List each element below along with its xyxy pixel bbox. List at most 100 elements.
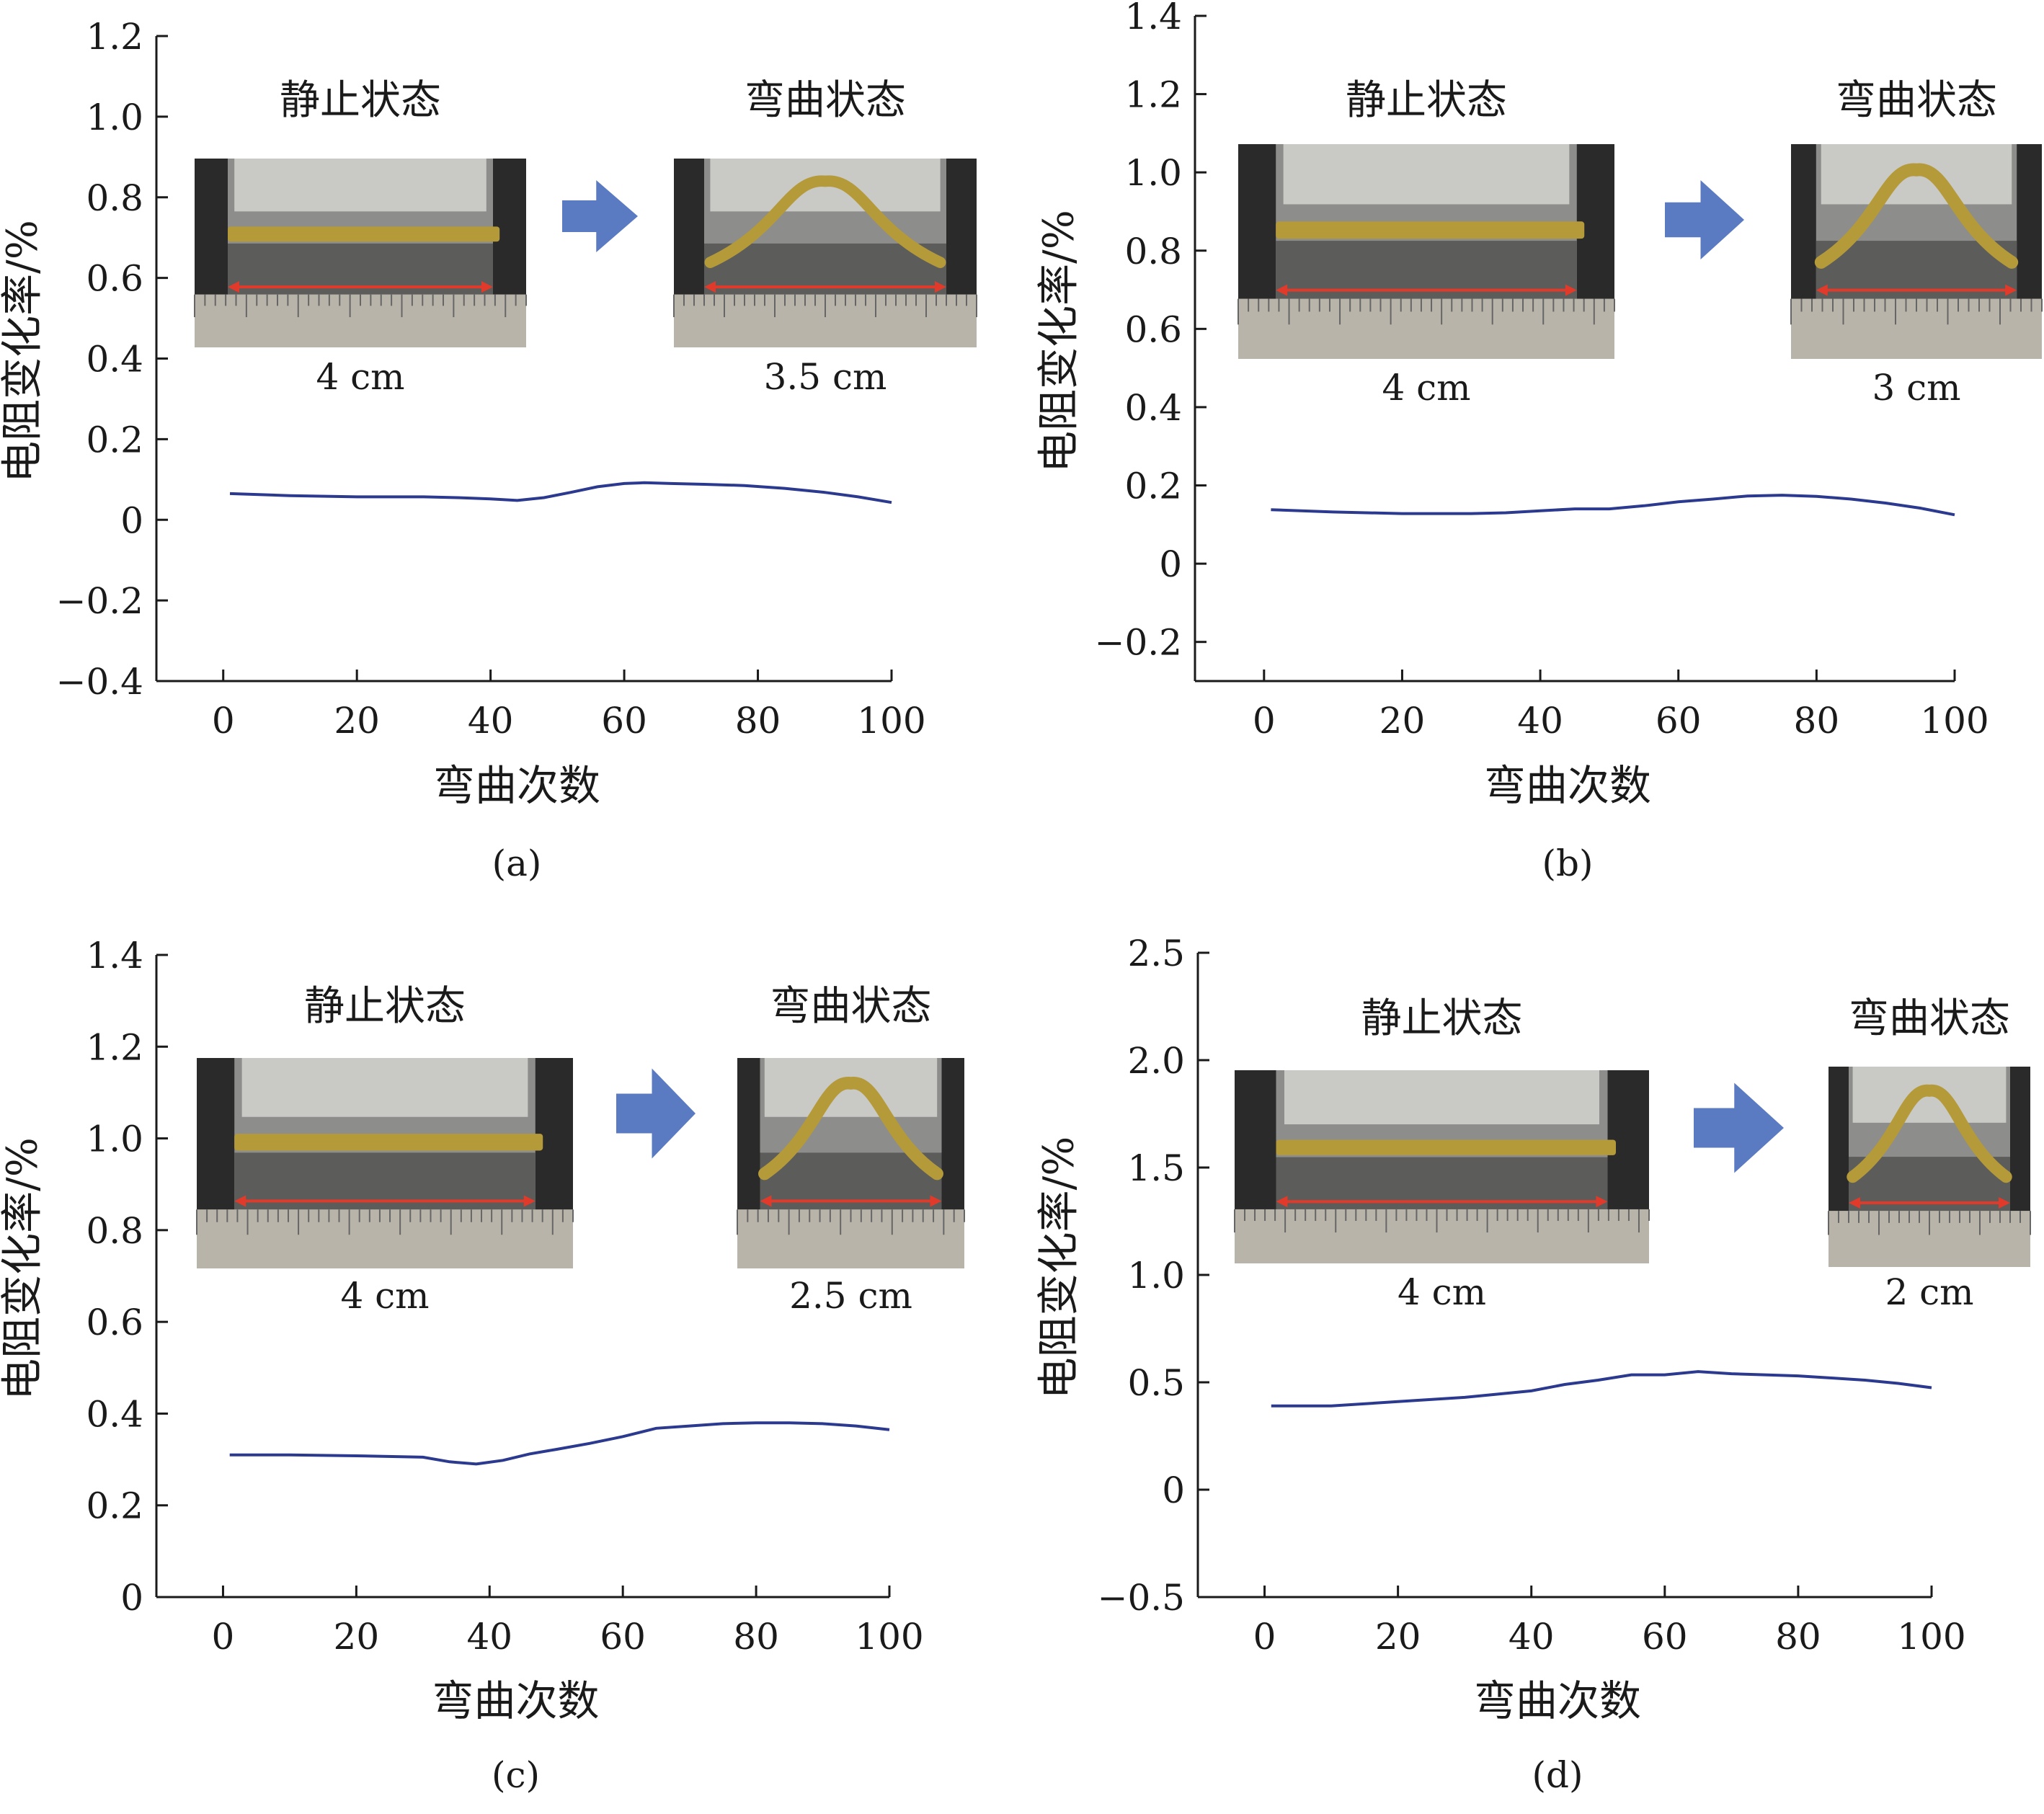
- panel-b-static-state-label: 静止状态: [1346, 77, 1507, 124]
- bent-photo-ruler-ticks: [673, 294, 977, 318]
- transition-arrow: [1665, 180, 1744, 259]
- y-tick-label: 0.6: [86, 258, 143, 300]
- bent-photo: [673, 159, 977, 347]
- panel-d: −0.5 0 0.5 1.0 1.5 2.0 2.5 0 20 40 60 80 100 弯曲次数 电阻…: [1034, 933, 2031, 1796]
- bent-photo-left-rail: [737, 1058, 760, 1210]
- panel-b-ticks: −0.2 0 0.2 0.4 0.6 0.8 1.0 1.2 1.4 0 20 40 60 80 100: [1095, 0, 1989, 742]
- x-tick-label: 0: [212, 1616, 235, 1658]
- y-tick-label: 2.5: [1127, 933, 1185, 974]
- transition-arrow: [616, 1068, 696, 1159]
- y-tick-label: 1.0: [86, 97, 143, 138]
- panel-d-axes: [1196, 953, 1932, 1599]
- bent-photo-right-rail: [2017, 144, 2042, 299]
- static-photo-ruler: [1235, 1209, 1649, 1263]
- panel-a: −0.4−0.200.20.40.60.81.01.20 20 40 60 80 100 …: [0, 16, 977, 884]
- bent-photo-measure-arrowhead-left: [704, 281, 716, 293]
- bent-photo-right-rail: [946, 159, 977, 295]
- x-tick-label: 80: [733, 1616, 779, 1658]
- panel-c-static-length: 4 cm: [340, 1275, 429, 1317]
- y-tick-label: 0.6: [86, 1302, 143, 1343]
- static-photo-measure-arrowhead-left: [234, 1195, 246, 1207]
- y-tick-label: 1.0: [1124, 152, 1182, 194]
- panel-a-label: (a): [492, 842, 542, 884]
- y-tick-label: 1.2: [1124, 74, 1182, 116]
- y-tick-label: 1.2: [86, 1026, 143, 1068]
- panel-a-bent-length: 3.5 cm: [764, 356, 887, 398]
- panel-a-series-line: [229, 481, 892, 504]
- panel-c-y-axis-label: 电阻变化率/%: [0, 1137, 46, 1400]
- static-photo-ruler: [197, 1209, 573, 1268]
- bent-photo-measure-arrowhead-left: [1849, 1197, 1860, 1209]
- x-tick-label: 100: [1920, 700, 1989, 742]
- static-photo-photo-backdrop: [234, 159, 486, 212]
- transition-arrow: [1694, 1082, 1784, 1173]
- panel-d-ticks: −0.5 0 0.5 1.0 1.5 2.0 2.5 0 20 40 60 80 100: [1098, 933, 1966, 1658]
- panel-d-x-axis-label: 弯曲次数: [1474, 1676, 1641, 1725]
- static-photo-ruler-ticks: [194, 294, 527, 318]
- static-photo-sample-strip: [1276, 1139, 1616, 1155]
- static-photo: [194, 159, 527, 347]
- panel-b: −0.2 0 0.2 0.4 0.6 0.8 1.0 1.2 1.4 0 20 40 60 80 100 弯…: [1034, 0, 2043, 884]
- panel-c-label: (c): [492, 1754, 540, 1796]
- y-tick-label: −0.4: [56, 661, 143, 703]
- static-photo: [196, 1058, 574, 1268]
- bent-photo-sample-strip: [1814, 163, 2019, 269]
- y-tick-label: 0.2: [1124, 466, 1182, 507]
- bent-photo: [737, 1058, 965, 1268]
- y-tick-label: 0.8: [86, 1210, 143, 1252]
- panel-b-series-line: [1271, 494, 1955, 517]
- static-photo-right-rail: [1607, 1070, 1649, 1209]
- y-tick-label: 0: [1159, 543, 1182, 585]
- panel-d-label: (d): [1532, 1754, 1583, 1796]
- y-tick-label: 1.2: [86, 16, 143, 58]
- panel-b-bent-state-label: 弯曲状态: [1836, 77, 1997, 124]
- y-tick-label: −0.2: [56, 580, 143, 622]
- x-tick-label: 0: [212, 700, 235, 742]
- panel-a-x-axis-label: 弯曲次数: [433, 761, 600, 810]
- bent-photo-left-rail: [1791, 144, 1816, 299]
- y-tick-label: 1.0: [1127, 1255, 1185, 1297]
- x-tick-label: 40: [468, 700, 514, 742]
- bent-photo-left-rail: [674, 159, 704, 295]
- y-tick-label: 1.5: [1127, 1147, 1185, 1189]
- panel-c-series-line: [229, 1421, 890, 1466]
- static-photo: [1234, 1070, 1650, 1263]
- static-photo-left-rail: [197, 1058, 235, 1210]
- y-tick-label: 1.0: [86, 1119, 143, 1160]
- y-tick-label: 2.0: [1127, 1040, 1185, 1082]
- panel-a-static-length: 4 cm: [316, 356, 404, 398]
- panel-d-y-axis-label: 电阻变化率/%: [1034, 1137, 1083, 1400]
- x-tick-label: 60: [600, 1616, 646, 1658]
- x-tick-label: 80: [1775, 1616, 1821, 1658]
- bent-photo-ruler-ticks: [1790, 298, 2043, 325]
- bent-photo-right-rail: [2010, 1067, 2030, 1211]
- panel-c-bent-state-label: 弯曲状态: [770, 983, 932, 1030]
- y-tick-label: 0: [120, 1577, 143, 1619]
- x-tick-label: 100: [855, 1616, 923, 1658]
- panel-d-bent-state-label: 弯曲状态: [1849, 995, 2010, 1042]
- static-photo-sample-strip: [228, 226, 500, 242]
- y-tick-label: 1.4: [86, 935, 143, 977]
- panel-d-bent-length: 2 cm: [1885, 1271, 1973, 1313]
- y-tick-label: 0.6: [1124, 308, 1182, 350]
- bent-photo: [1790, 144, 2043, 359]
- static-photo-ruler-ticks: [1237, 298, 1615, 325]
- static-photo-measure-arrowhead-right: [1596, 1196, 1608, 1208]
- static-photo-sample-strip: [1276, 221, 1585, 239]
- panel-a-static-state-label: 静止状态: [280, 77, 441, 124]
- panel-b-y-axis-label: 电阻变化率/%: [1034, 210, 1083, 473]
- y-tick-label: 0.4: [1124, 387, 1182, 429]
- x-tick-label: 40: [466, 1616, 512, 1658]
- static-photo-left-rail: [195, 159, 228, 295]
- x-tick-label: 40: [1517, 700, 1563, 742]
- x-tick-label: 0: [1253, 700, 1276, 742]
- static-photo-measure-arrowhead-left: [228, 281, 239, 293]
- y-tick-label: 0: [120, 499, 143, 541]
- static-photo-ruler-ticks: [196, 1209, 574, 1235]
- panel-c-insets: [196, 1058, 965, 1268]
- panel-d-insets: [1234, 1067, 2031, 1267]
- y-tick-label: 0.4: [86, 1393, 143, 1435]
- panel-a-ticks: −0.4 −0.2 0 0.2 0.4 0.6 0.8 1.0 1.2 0 20 40 60 80 100: [56, 16, 926, 742]
- x-tick-label: 20: [1375, 1616, 1421, 1658]
